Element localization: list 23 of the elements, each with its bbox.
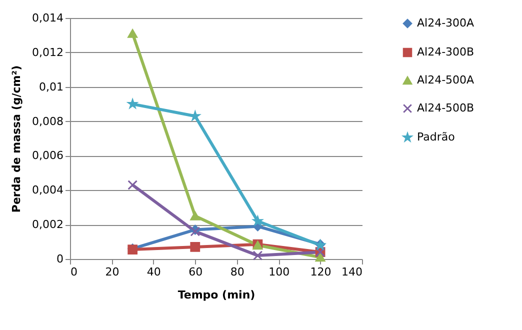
y-tick-label: 0,014 [32, 12, 64, 24]
legend-label: Padrão [417, 130, 456, 144]
x-axis-title: Tempo (min) [178, 288, 256, 302]
x-tick-label: 140 [342, 266, 362, 278]
legend-label: Al24-300A [417, 16, 475, 30]
y-tick-label: 0,008 [32, 114, 64, 128]
y-tick-label: 0,002 [32, 218, 64, 232]
x-tick-label: 40 [146, 266, 161, 278]
y-tick-label: 0,004 [32, 184, 64, 197]
x-tick-label: 0 [70, 266, 78, 278]
x-tick-label: 60 [188, 266, 203, 278]
legend-label: Al24-500A [417, 74, 475, 86]
y-tick-label: 0,006 [32, 149, 64, 162]
x-tick-label: 100 [268, 266, 290, 278]
y-tick-label: 0,012 [32, 46, 64, 59]
x-tick-label: 120 [310, 266, 332, 278]
y-tick-label: 0,01 [39, 80, 64, 94]
x-tick-label: 80 [230, 266, 244, 278]
legend-label: Al24-300B [417, 46, 474, 58]
x-tick-label: 20 [105, 266, 120, 278]
legend-label: Al24-500B [417, 102, 474, 114]
y-axis-title: Perda de massa (g/cm²) [10, 65, 24, 213]
y-tick-label: 0 [56, 252, 64, 266]
